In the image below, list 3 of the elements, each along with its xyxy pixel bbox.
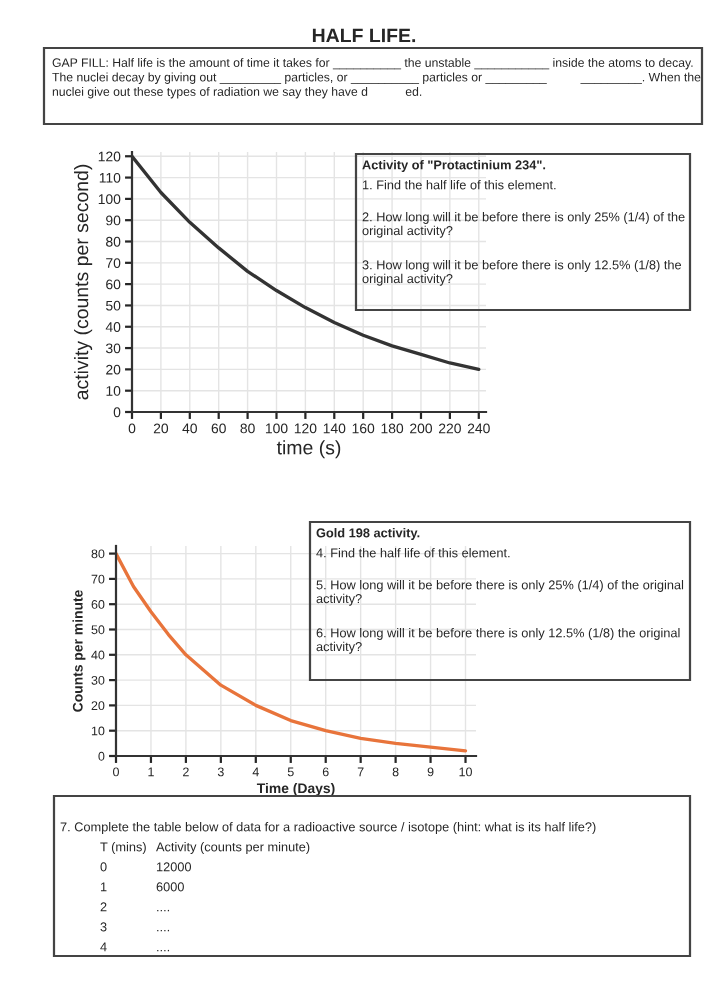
chart-title: HALF LIFE. [312,28,416,43]
x-axis-title: time (s) [276,440,341,459]
y-axis-title: activity (counts per second) [74,164,93,400]
